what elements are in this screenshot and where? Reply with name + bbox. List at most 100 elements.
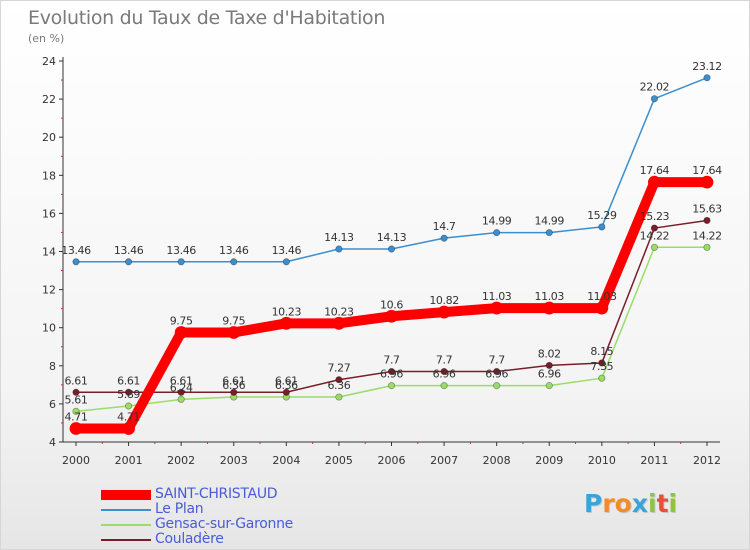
data-point (282, 388, 290, 396)
data-point (598, 374, 606, 382)
data-label: 6.61 (222, 374, 245, 387)
data-point (440, 382, 448, 390)
legend-item-saint-christaud: SAINT-CHRISTAUD (101, 486, 361, 503)
x-tick-label: 2009 (535, 454, 563, 467)
data-label: 14.99 (535, 215, 565, 228)
data-label: 5.89 (117, 388, 140, 401)
data-label: 7.7 (436, 354, 453, 367)
x-tick-label: 2010 (588, 454, 616, 467)
data-label: 6.96 (433, 368, 456, 381)
data-label: 13.46 (219, 244, 249, 257)
data-point (279, 316, 293, 330)
data-label: 14.22 (692, 229, 722, 242)
data-point (72, 258, 80, 266)
data-label: 7.27 (327, 362, 350, 375)
series-points (69, 74, 714, 435)
data-point (493, 382, 501, 390)
axes: 4 6 8 10 12 14 16 18 20 22 24 2000 2001 2002 2003 2004 2… (42, 55, 721, 467)
legend-item-couladere: Couladère (101, 531, 361, 548)
logo-letter: P (584, 489, 603, 518)
data-label: 7.35 (590, 360, 613, 373)
y-tick-label: 6 (49, 398, 56, 411)
y-tick-label: 16 (42, 207, 56, 220)
data-label: 6.61 (170, 374, 193, 387)
y-tick-label: 10 (42, 322, 56, 335)
data-label: 10.6 (380, 298, 403, 311)
data-point (174, 326, 188, 339)
data-point (650, 224, 659, 232)
data-label: 7.7 (383, 354, 400, 367)
x-tick-label: 2006 (378, 454, 406, 467)
data-point (72, 388, 80, 396)
data-label: 14.13 (377, 231, 407, 244)
data-label: 15.23 (640, 210, 670, 223)
legend-swatch-couladere (101, 539, 151, 541)
data-point (437, 305, 451, 319)
x-tick-label: 2000 (62, 454, 90, 467)
data-point (542, 301, 556, 315)
data-point (335, 393, 343, 401)
y-tick-label: 18 (42, 169, 56, 182)
data-label: 15.63 (692, 202, 722, 215)
logo-letter: r (602, 489, 615, 518)
data-point (387, 245, 396, 253)
y-tick-label: 12 (42, 284, 56, 297)
data-point (493, 229, 501, 237)
logo-letter: i (668, 489, 678, 518)
data-point (493, 367, 501, 376)
x-tick-label: 2007 (430, 454, 458, 467)
data-point (385, 309, 398, 323)
data-point (545, 361, 553, 370)
x-tick-label: 2011 (640, 454, 668, 467)
data-label: 6.61 (275, 374, 298, 387)
y-tick-label: 22 (42, 93, 56, 106)
data-point (335, 245, 343, 253)
data-label: 14.99 (482, 215, 512, 228)
y-tick-label: 4 (49, 436, 56, 449)
x-tick-label: 2001 (115, 454, 143, 467)
data-label: 8.15 (590, 345, 613, 358)
data-point (703, 74, 711, 82)
x-tick-label: 2003 (220, 454, 248, 467)
logo-letter: t (656, 489, 669, 518)
logo-letter: x (631, 489, 648, 518)
x-tick-label: 2002 (167, 454, 195, 467)
y-tick-label: 8 (49, 360, 56, 373)
proxiti-logo: Proxiti (584, 489, 677, 518)
x-tick-label: 2004 (272, 454, 300, 467)
data-label: 13.46 (114, 244, 144, 257)
data-label: 6.61 (65, 374, 88, 387)
data-point (387, 367, 396, 376)
data-label: 11.03 (535, 290, 565, 303)
data-point (72, 407, 80, 415)
data-label: 13.46 (166, 244, 196, 257)
data-point (122, 422, 135, 435)
data-label: 6.96 (485, 368, 508, 381)
data-label: 17.64 (692, 164, 722, 177)
x-tick-label: 2008 (483, 454, 511, 467)
data-label: 4.71 (65, 410, 88, 423)
data-point (545, 229, 553, 237)
data-label: 14.22 (640, 229, 670, 242)
data-label: 6.96 (380, 368, 403, 381)
logo-letter: o (614, 489, 632, 518)
y-tick-label: 24 (42, 55, 56, 68)
data-label: 6.36 (222, 379, 245, 392)
data-point (230, 388, 238, 396)
data-label: 11.03 (587, 290, 617, 303)
x-tick-label: 2012 (693, 454, 721, 467)
data-label: 22.02 (640, 81, 670, 94)
data-point (177, 395, 185, 403)
data-point (700, 175, 714, 189)
data-point (332, 316, 346, 330)
data-point (650, 95, 659, 103)
data-label: 10.23 (324, 305, 354, 318)
data-label: 11.03 (482, 290, 512, 303)
legend-swatch-saint-christaud (101, 490, 151, 500)
data-point (177, 388, 185, 396)
data-label: 13.46 (61, 244, 91, 257)
data-point (650, 243, 659, 251)
data-label: 10.82 (429, 294, 459, 307)
data-point (545, 382, 553, 390)
